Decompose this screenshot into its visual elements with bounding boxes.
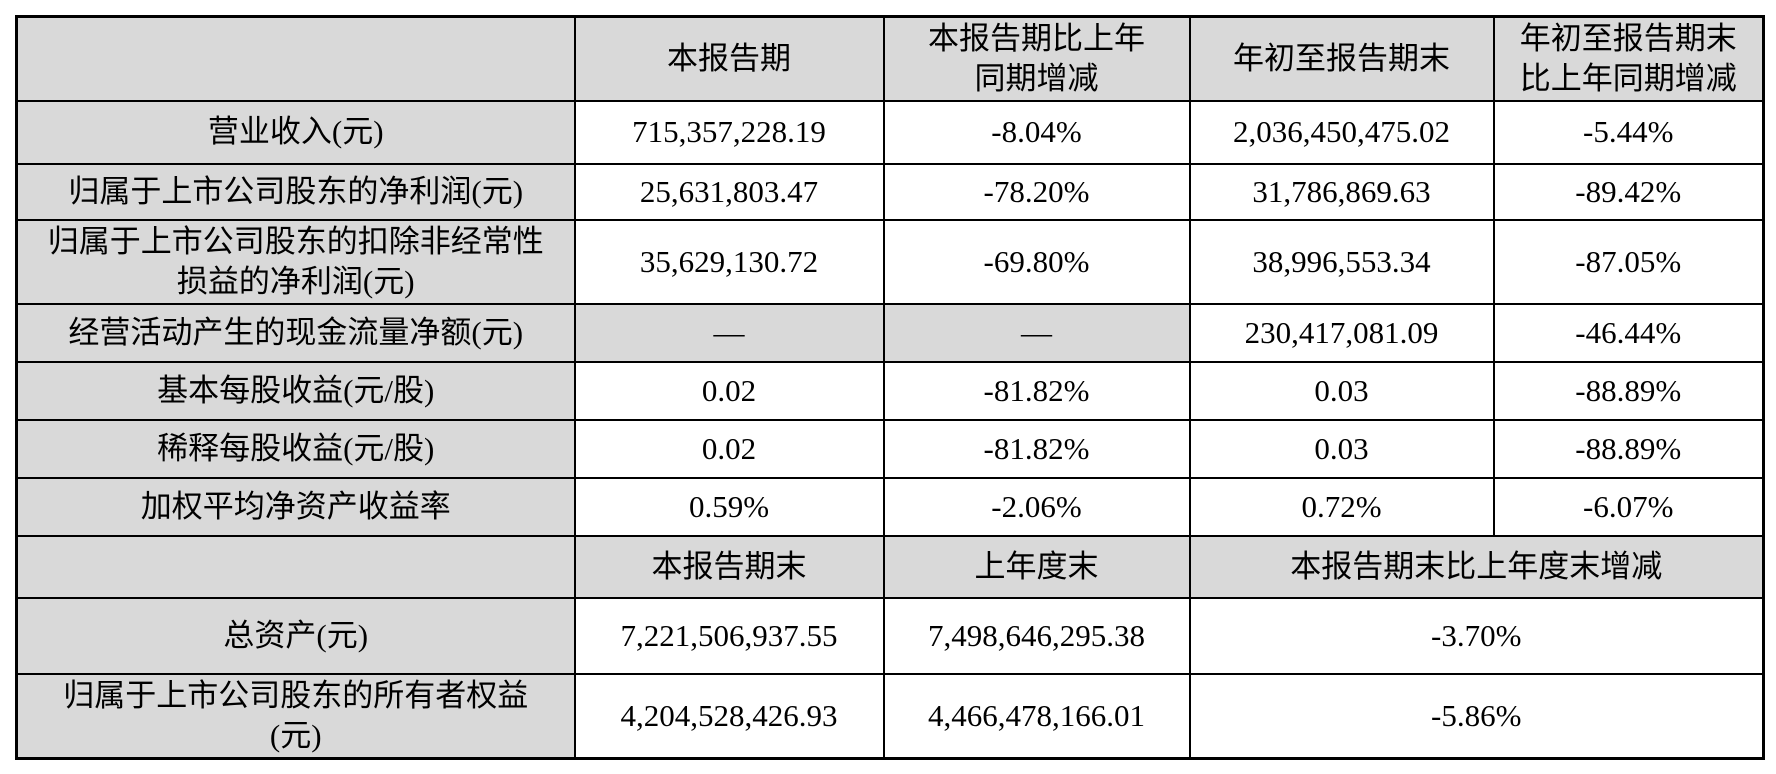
net-profit-yoy-change: -78.20% (882, 162, 1191, 221)
financial-summary-table: 本报告期 本报告期比上年 同期增减 年初至报告期末 年初至报告期末 比上年同期增… (15, 15, 1765, 760)
row-equity-attributable: 归属于上市公司股东的所有者权益 (元) 4,204,528,426.93 4,4… (15, 672, 1765, 760)
total-assets-end-of-period: 7,221,506,937.55 (573, 596, 885, 675)
label-operating-revenue: 营业收入(元) (15, 99, 576, 165)
row-diluted-eps: 稀释每股收益(元/股) 0.02 -81.82% 0.03 -88.89% (15, 418, 1765, 479)
header-end-of-period: 本报告期末 (573, 534, 885, 599)
header-period-yoy-change-line1: 本报告期比上年 (928, 20, 1145, 56)
cash-flow-ytd-yoy-change: -46.44% (1492, 302, 1765, 363)
operating-revenue-yoy-change: -8.04% (882, 99, 1191, 165)
row-weighted-avg-roe: 加权平均净资产收益率 0.59% -2.06% 0.72% -6.07% (15, 476, 1765, 537)
net-profit-ytd: 31,786,869.63 (1188, 162, 1495, 221)
row-basic-eps: 基本每股收益(元/股) 0.02 -81.82% 0.03 -88.89% (15, 360, 1765, 421)
diluted-eps-current-period: 0.02 (573, 418, 885, 479)
net-profit-ytd-yoy-change: -89.42% (1492, 162, 1765, 221)
label-equity-attributable-line2: (元) (269, 717, 322, 753)
cash-flow-ytd: 230,417,081.09 (1188, 302, 1495, 363)
weighted-avg-roe-current-period: 0.59% (573, 476, 885, 537)
operating-revenue-ytd-yoy-change: -5.44% (1492, 99, 1765, 165)
diluted-eps-yoy-change: -81.82% (882, 418, 1191, 479)
cash-flow-yoy-change-dash: — (882, 302, 1191, 363)
label-weighted-avg-roe: 加权平均净资产收益率 (15, 476, 576, 537)
header-ytd-yoy-change: 年初至报告期末 比上年同期增减 (1492, 15, 1765, 102)
header-row-period-end: 本报告期末 上年度末 本报告期末比上年度末增减 (15, 534, 1765, 599)
label-operating-cash-flow: 经营活动产生的现金流量净额(元) (15, 302, 576, 363)
net-profit-anr-ytd-yoy-change: -87.05% (1492, 218, 1765, 305)
net-profit-current-period: 25,631,803.47 (573, 162, 885, 221)
label-net-profit-after-non-recurring-line2: 损益的净利润(元) (176, 263, 415, 299)
label-equity-attributable: 归属于上市公司股东的所有者权益 (元) (15, 672, 576, 760)
header-current-period: 本报告期 (573, 15, 885, 102)
weighted-avg-roe-ytd-yoy-change: -6.07% (1492, 476, 1765, 537)
row-operating-revenue: 营业收入(元) 715,357,228.19 -8.04% 2,036,450,… (15, 99, 1765, 165)
label-equity-attributable-line1: 归属于上市公司股东的所有者权益 (63, 677, 529, 713)
equity-end-of-prior-year: 4,466,478,166.01 (882, 672, 1191, 760)
basic-eps-yoy-change: -81.82% (882, 360, 1191, 421)
label-total-assets: 总资产(元) (15, 596, 576, 675)
operating-revenue-current-period: 715,357,228.19 (573, 99, 885, 165)
diluted-eps-ytd: 0.03 (1188, 418, 1495, 479)
label-net-profit-after-non-recurring-line1: 归属于上市公司股东的扣除非经常性 (47, 223, 544, 259)
net-profit-anr-current-period: 35,629,130.72 (573, 218, 885, 305)
equity-change: -5.86% (1188, 672, 1765, 760)
header-row-period: 本报告期 本报告期比上年 同期增减 年初至报告期末 年初至报告期末 比上年同期增… (15, 15, 1765, 102)
total-assets-change: -3.70% (1188, 596, 1765, 675)
header2-blank-cell (15, 534, 576, 599)
header-end-of-prior-year: 上年度末 (882, 534, 1191, 599)
weighted-avg-roe-ytd: 0.72% (1188, 476, 1495, 537)
header-ytd-yoy-change-line2: 比上年同期增减 (1519, 60, 1737, 96)
label-basic-eps: 基本每股收益(元/股) (15, 360, 576, 421)
row-net-profit-after-non-recurring: 归属于上市公司股东的扣除非经常性 损益的净利润(元) 35,629,130.72… (15, 218, 1765, 305)
operating-revenue-ytd: 2,036,450,475.02 (1188, 99, 1495, 165)
basic-eps-ytd: 0.03 (1188, 360, 1495, 421)
weighted-avg-roe-yoy-change: -2.06% (882, 476, 1191, 537)
label-diluted-eps: 稀释每股收益(元/股) (15, 418, 576, 479)
header-ytd: 年初至报告期末 (1188, 15, 1495, 102)
row-total-assets: 总资产(元) 7,221,506,937.55 7,498,646,295.38… (15, 596, 1765, 675)
header-period-yoy-change-line2: 同期增减 (974, 60, 1099, 96)
row-net-profit: 归属于上市公司股东的净利润(元) 25,631,803.47 -78.20% 3… (15, 162, 1765, 221)
row-operating-cash-flow: 经营活动产生的现金流量净额(元) — — 230,417,081.09 -46.… (15, 302, 1765, 363)
basic-eps-current-period: 0.02 (573, 360, 885, 421)
header-blank-cell (15, 15, 576, 102)
equity-end-of-period: 4,204,528,426.93 (573, 672, 885, 760)
basic-eps-ytd-yoy-change: -88.89% (1492, 360, 1765, 421)
total-assets-end-of-prior-year: 7,498,646,295.38 (882, 596, 1191, 675)
label-net-profit: 归属于上市公司股东的净利润(元) (15, 162, 576, 221)
label-net-profit-after-non-recurring: 归属于上市公司股东的扣除非经常性 损益的净利润(元) (15, 218, 576, 305)
header-period-end-change: 本报告期末比上年度末增减 (1188, 534, 1765, 599)
net-profit-anr-ytd: 38,996,553.34 (1188, 218, 1495, 305)
diluted-eps-ytd-yoy-change: -88.89% (1492, 418, 1765, 479)
header-period-yoy-change: 本报告期比上年 同期增减 (882, 15, 1191, 102)
cash-flow-current-period-dash: — (573, 302, 885, 363)
header-ytd-yoy-change-line1: 年初至报告期末 (1519, 20, 1737, 56)
net-profit-anr-yoy-change: -69.80% (882, 218, 1191, 305)
